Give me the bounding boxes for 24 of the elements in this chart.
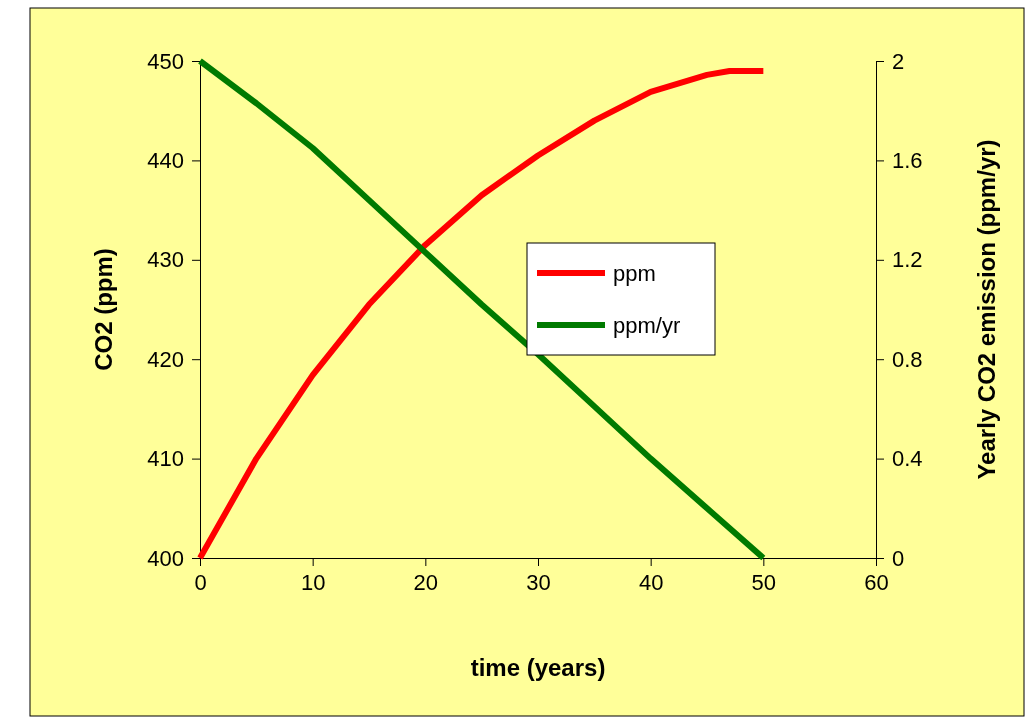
y-tick-label: 410 [147, 446, 184, 472]
y-tick-label: 450 [147, 48, 184, 74]
y2-tick-label: 1.2 [892, 247, 923, 273]
y-tick-label: 440 [147, 147, 184, 173]
y-tick-label: 420 [147, 346, 184, 372]
y2-tick-label: 0.4 [892, 446, 923, 472]
y2-tick-label: 1.6 [892, 147, 923, 173]
y2-tick-label: 0.8 [892, 346, 923, 372]
legend-label: ppm [613, 261, 656, 286]
x-tick-label: 10 [300, 569, 326, 595]
y-axis-title: CO2 (ppm) [90, 248, 117, 371]
x-tick-label: 20 [413, 569, 439, 595]
y2-tick-label: 2 [892, 48, 905, 74]
x-tick-label: 50 [751, 569, 777, 595]
x-tick-label: 60 [864, 569, 889, 595]
x-axis-title: time (years) [470, 654, 606, 681]
x-tick-label: 40 [638, 569, 664, 595]
legend-label: ppm/yr [613, 313, 681, 338]
y2-tick-label: 0 [892, 545, 905, 571]
y-tick-label: 430 [147, 247, 184, 273]
x-tick-label: 30 [526, 569, 551, 595]
x-tick-label: 0 [194, 569, 207, 595]
y2-axis-title: Yearly CO2 emission (ppm/yr) [973, 139, 1000, 480]
y-tick-label: 400 [147, 545, 184, 571]
